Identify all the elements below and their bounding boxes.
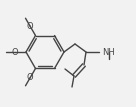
- Text: O: O: [27, 74, 33, 82]
- Text: NH: NH: [102, 48, 115, 56]
- Text: O: O: [12, 48, 18, 56]
- Text: O: O: [27, 22, 33, 30]
